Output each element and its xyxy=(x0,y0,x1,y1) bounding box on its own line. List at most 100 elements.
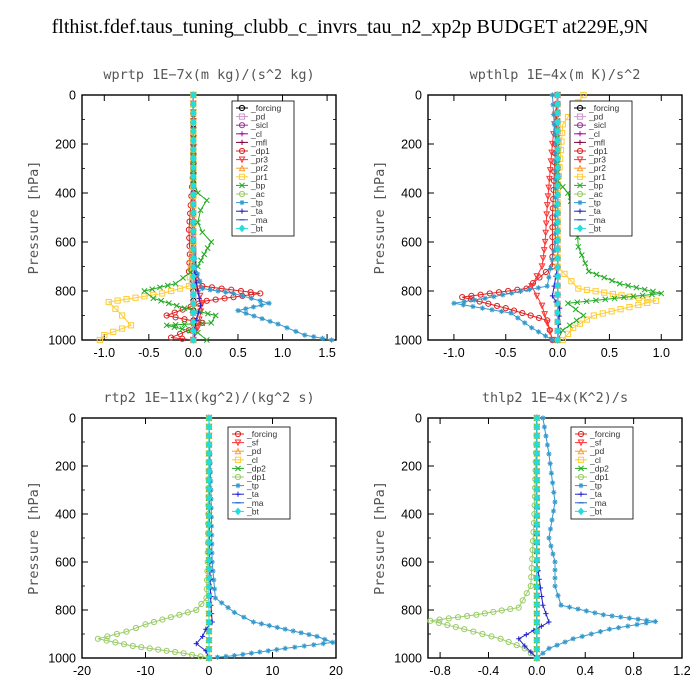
legend-entry: _cl xyxy=(575,455,601,465)
series-marker xyxy=(123,628,130,635)
series-marker xyxy=(566,604,573,610)
series-marker xyxy=(190,327,197,335)
series-marker xyxy=(493,302,501,310)
series-marker xyxy=(549,517,555,523)
series-marker xyxy=(205,547,213,556)
series-marker xyxy=(601,289,608,296)
series-marker xyxy=(248,295,254,301)
series-marker xyxy=(460,302,467,308)
series-marker xyxy=(608,308,615,315)
series-marker xyxy=(203,337,210,343)
series-marker xyxy=(205,431,213,440)
series-marker xyxy=(241,614,247,620)
series-marker xyxy=(533,627,541,636)
series-marker xyxy=(566,322,573,329)
series-marker xyxy=(158,297,165,304)
series-marker xyxy=(197,303,204,309)
legend-label: _pd xyxy=(250,112,265,122)
legend-entry: _dp1 xyxy=(232,472,266,482)
legend-entry: _ta xyxy=(575,489,602,499)
chart-panel-4: thlp2 1E−4x(K^2)/s Pressure [hPa] 0 200 400 6… xyxy=(372,390,691,678)
series-marker xyxy=(267,318,273,324)
legend: _forcing_sf_pd_cl_dp2_dp1_tp_ta_ma_bt xyxy=(227,426,291,520)
series-marker xyxy=(190,272,197,281)
legend-entry: _pd xyxy=(236,112,265,122)
series-marker xyxy=(284,325,290,331)
series-marker xyxy=(470,303,476,310)
series-marker xyxy=(190,236,197,245)
legend-entry: _cl xyxy=(232,455,258,465)
series-marker xyxy=(533,467,541,476)
series-marker xyxy=(482,295,488,301)
series-marker xyxy=(444,621,451,629)
series-marker xyxy=(602,296,609,303)
series-marker xyxy=(533,556,541,565)
series-marker xyxy=(201,251,208,258)
legend-marker xyxy=(238,190,246,198)
y-tick-label: 1000 xyxy=(48,334,76,348)
legend-marker xyxy=(577,208,583,214)
series-marker xyxy=(142,621,149,628)
legend-marker xyxy=(576,224,584,233)
series-marker xyxy=(554,91,561,99)
legend-entry: _ac xyxy=(236,189,265,199)
series-marker xyxy=(533,538,541,547)
y-axis-label: Pressure [hPa] xyxy=(372,481,388,595)
series-marker xyxy=(199,285,205,292)
series-marker xyxy=(199,229,206,236)
series-marker xyxy=(477,291,484,298)
legend-label: _pr3 xyxy=(588,155,606,165)
series-marker xyxy=(96,336,103,344)
series-marker xyxy=(554,109,561,118)
series-marker xyxy=(528,573,535,581)
legend-label: _mfl xyxy=(588,137,605,147)
y-tick-label: 400 xyxy=(55,508,76,522)
series-marker xyxy=(212,595,218,601)
legend-label: _ta xyxy=(250,206,263,216)
series-marker xyxy=(205,449,213,458)
series-marker xyxy=(171,324,178,331)
series-marker xyxy=(141,293,148,300)
series-marker xyxy=(570,636,576,642)
series-marker xyxy=(164,282,171,289)
series-marker xyxy=(625,623,631,629)
legend-label: _ac xyxy=(588,189,603,199)
series-marker xyxy=(533,449,541,458)
series-marker xyxy=(488,633,495,640)
legend-entry: _sf xyxy=(232,438,259,448)
x-tick-label: -10 xyxy=(136,664,154,678)
x-tick-label: 0.4 xyxy=(577,664,594,678)
series-marker xyxy=(554,209,561,217)
series-marker xyxy=(235,308,241,314)
series-marker xyxy=(579,633,585,639)
legend-entry: _bp xyxy=(236,180,265,190)
series-marker xyxy=(205,529,213,538)
series-marker xyxy=(207,287,213,293)
series-marker xyxy=(132,624,140,632)
series-marker xyxy=(114,297,121,304)
legend-entry: _mfl xyxy=(574,137,605,147)
series-marker xyxy=(535,285,541,291)
series-marker xyxy=(198,257,204,264)
legend-label: _ta xyxy=(246,489,259,499)
series-marker xyxy=(551,489,557,495)
legend-label: _pr1 xyxy=(250,172,268,182)
series-marker xyxy=(190,218,197,226)
series-marker xyxy=(223,653,229,659)
legend-marker xyxy=(234,456,242,463)
legend-entry: _mfl xyxy=(236,137,267,147)
legend-label: _ma xyxy=(250,215,268,225)
series-marker xyxy=(540,415,546,421)
legend-entry: _bt xyxy=(575,506,602,516)
series-marker xyxy=(451,300,457,306)
series-marker xyxy=(552,567,558,573)
legend-label: _pr2 xyxy=(588,163,606,173)
series-marker xyxy=(205,556,213,565)
series-marker xyxy=(575,606,581,612)
series-marker xyxy=(509,290,515,296)
series-marker xyxy=(559,183,566,190)
series-marker xyxy=(543,319,551,327)
series-marker xyxy=(243,306,249,312)
legend-entry: _ta xyxy=(574,206,601,216)
series-marker xyxy=(180,650,187,657)
